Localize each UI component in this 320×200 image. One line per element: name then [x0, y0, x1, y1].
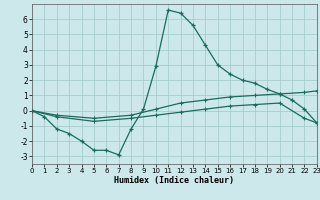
X-axis label: Humidex (Indice chaleur): Humidex (Indice chaleur) [115, 176, 234, 185]
